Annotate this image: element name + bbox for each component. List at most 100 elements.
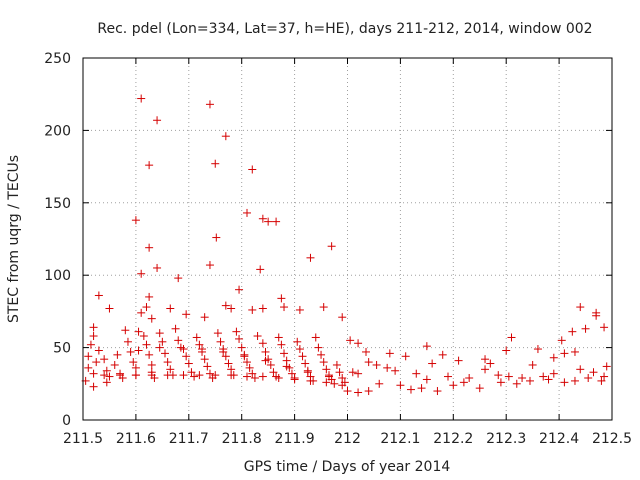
data-point xyxy=(406,385,415,394)
data-point xyxy=(261,347,270,356)
y-tick-label: 50 xyxy=(53,341,71,357)
data-point xyxy=(322,365,331,374)
data-point xyxy=(584,374,593,383)
x-tick-label: 212 xyxy=(334,431,361,447)
data-point xyxy=(89,369,98,378)
x-tick-label: 211.5 xyxy=(63,431,103,447)
data-point xyxy=(211,371,220,380)
data-point xyxy=(383,363,392,372)
data-point xyxy=(332,360,341,369)
data-point xyxy=(110,360,119,369)
data-point xyxy=(507,333,516,342)
data-point xyxy=(295,305,304,314)
data-point xyxy=(396,381,405,390)
data-point xyxy=(253,332,262,341)
data-point xyxy=(343,387,352,396)
data-point xyxy=(158,337,167,346)
data-point xyxy=(486,359,495,368)
data-point xyxy=(224,359,233,368)
data-points xyxy=(81,94,611,397)
data-point xyxy=(346,336,355,345)
data-point xyxy=(192,333,201,342)
data-point xyxy=(248,369,257,378)
data-point xyxy=(174,336,183,345)
data-point xyxy=(449,381,458,390)
data-point xyxy=(242,358,251,367)
data-point xyxy=(327,242,336,251)
data-point xyxy=(428,359,437,368)
data-point xyxy=(422,375,431,384)
data-point xyxy=(84,352,93,361)
data-point xyxy=(153,116,162,125)
data-point xyxy=(227,371,236,380)
data-point xyxy=(195,340,204,349)
x-tick-label: 211.9 xyxy=(275,431,315,447)
data-point xyxy=(184,359,193,368)
data-point xyxy=(433,387,442,396)
data-point xyxy=(100,355,109,364)
data-point xyxy=(560,349,569,358)
data-point xyxy=(481,355,490,364)
data-point xyxy=(256,265,265,274)
data-point xyxy=(105,372,114,381)
data-point xyxy=(213,329,222,338)
data-point xyxy=(269,368,278,377)
data-point xyxy=(311,333,320,342)
data-point xyxy=(592,311,601,320)
data-point xyxy=(303,368,312,377)
x-tick-label: 212.5 xyxy=(592,431,632,447)
data-point xyxy=(290,375,299,384)
data-point xyxy=(354,339,363,348)
data-point xyxy=(287,369,296,378)
data-point xyxy=(295,345,304,354)
data-point xyxy=(576,365,585,374)
data-point xyxy=(274,374,283,383)
data-point xyxy=(319,303,328,312)
data-point xyxy=(245,363,254,372)
data-point xyxy=(205,261,214,270)
data-point xyxy=(401,352,410,361)
data-point xyxy=(248,305,257,314)
data-point xyxy=(301,359,310,368)
data-point xyxy=(512,379,521,388)
data-point xyxy=(335,368,344,377)
data-point xyxy=(504,372,513,381)
data-point xyxy=(121,326,130,335)
data-point xyxy=(102,378,111,387)
data-point xyxy=(444,372,453,381)
data-point xyxy=(330,379,339,388)
data-point xyxy=(533,345,542,354)
data-point xyxy=(145,161,154,170)
data-point xyxy=(549,369,558,378)
x-tick-label: 211.6 xyxy=(116,431,156,447)
data-point xyxy=(391,366,400,375)
data-point xyxy=(602,362,611,371)
data-point xyxy=(200,355,209,364)
data-point xyxy=(216,337,225,346)
data-point xyxy=(385,349,394,358)
data-point xyxy=(258,372,267,381)
data-point xyxy=(240,352,249,361)
data-point xyxy=(94,291,103,300)
chart-title: Rec. pdel (Lon=334, Lat=37, h=HE), days … xyxy=(97,21,592,37)
data-point xyxy=(145,350,154,359)
data-point xyxy=(560,378,569,387)
x-axis-label: GPS time / Days of year 2014 xyxy=(244,459,451,475)
data-point xyxy=(84,363,93,372)
data-point xyxy=(280,303,289,312)
data-point xyxy=(129,358,138,367)
data-point xyxy=(539,372,548,381)
data-point xyxy=(274,333,283,342)
data-point xyxy=(137,308,146,317)
data-point xyxy=(198,345,207,354)
data-point xyxy=(258,339,267,348)
data-point xyxy=(557,336,566,345)
data-point xyxy=(248,165,257,174)
x-tick-label: 212.3 xyxy=(486,431,526,447)
data-point xyxy=(438,350,447,359)
y-tick-label: 150 xyxy=(44,196,71,212)
data-point xyxy=(282,362,291,371)
data-point xyxy=(237,343,246,352)
data-point xyxy=(528,360,537,369)
